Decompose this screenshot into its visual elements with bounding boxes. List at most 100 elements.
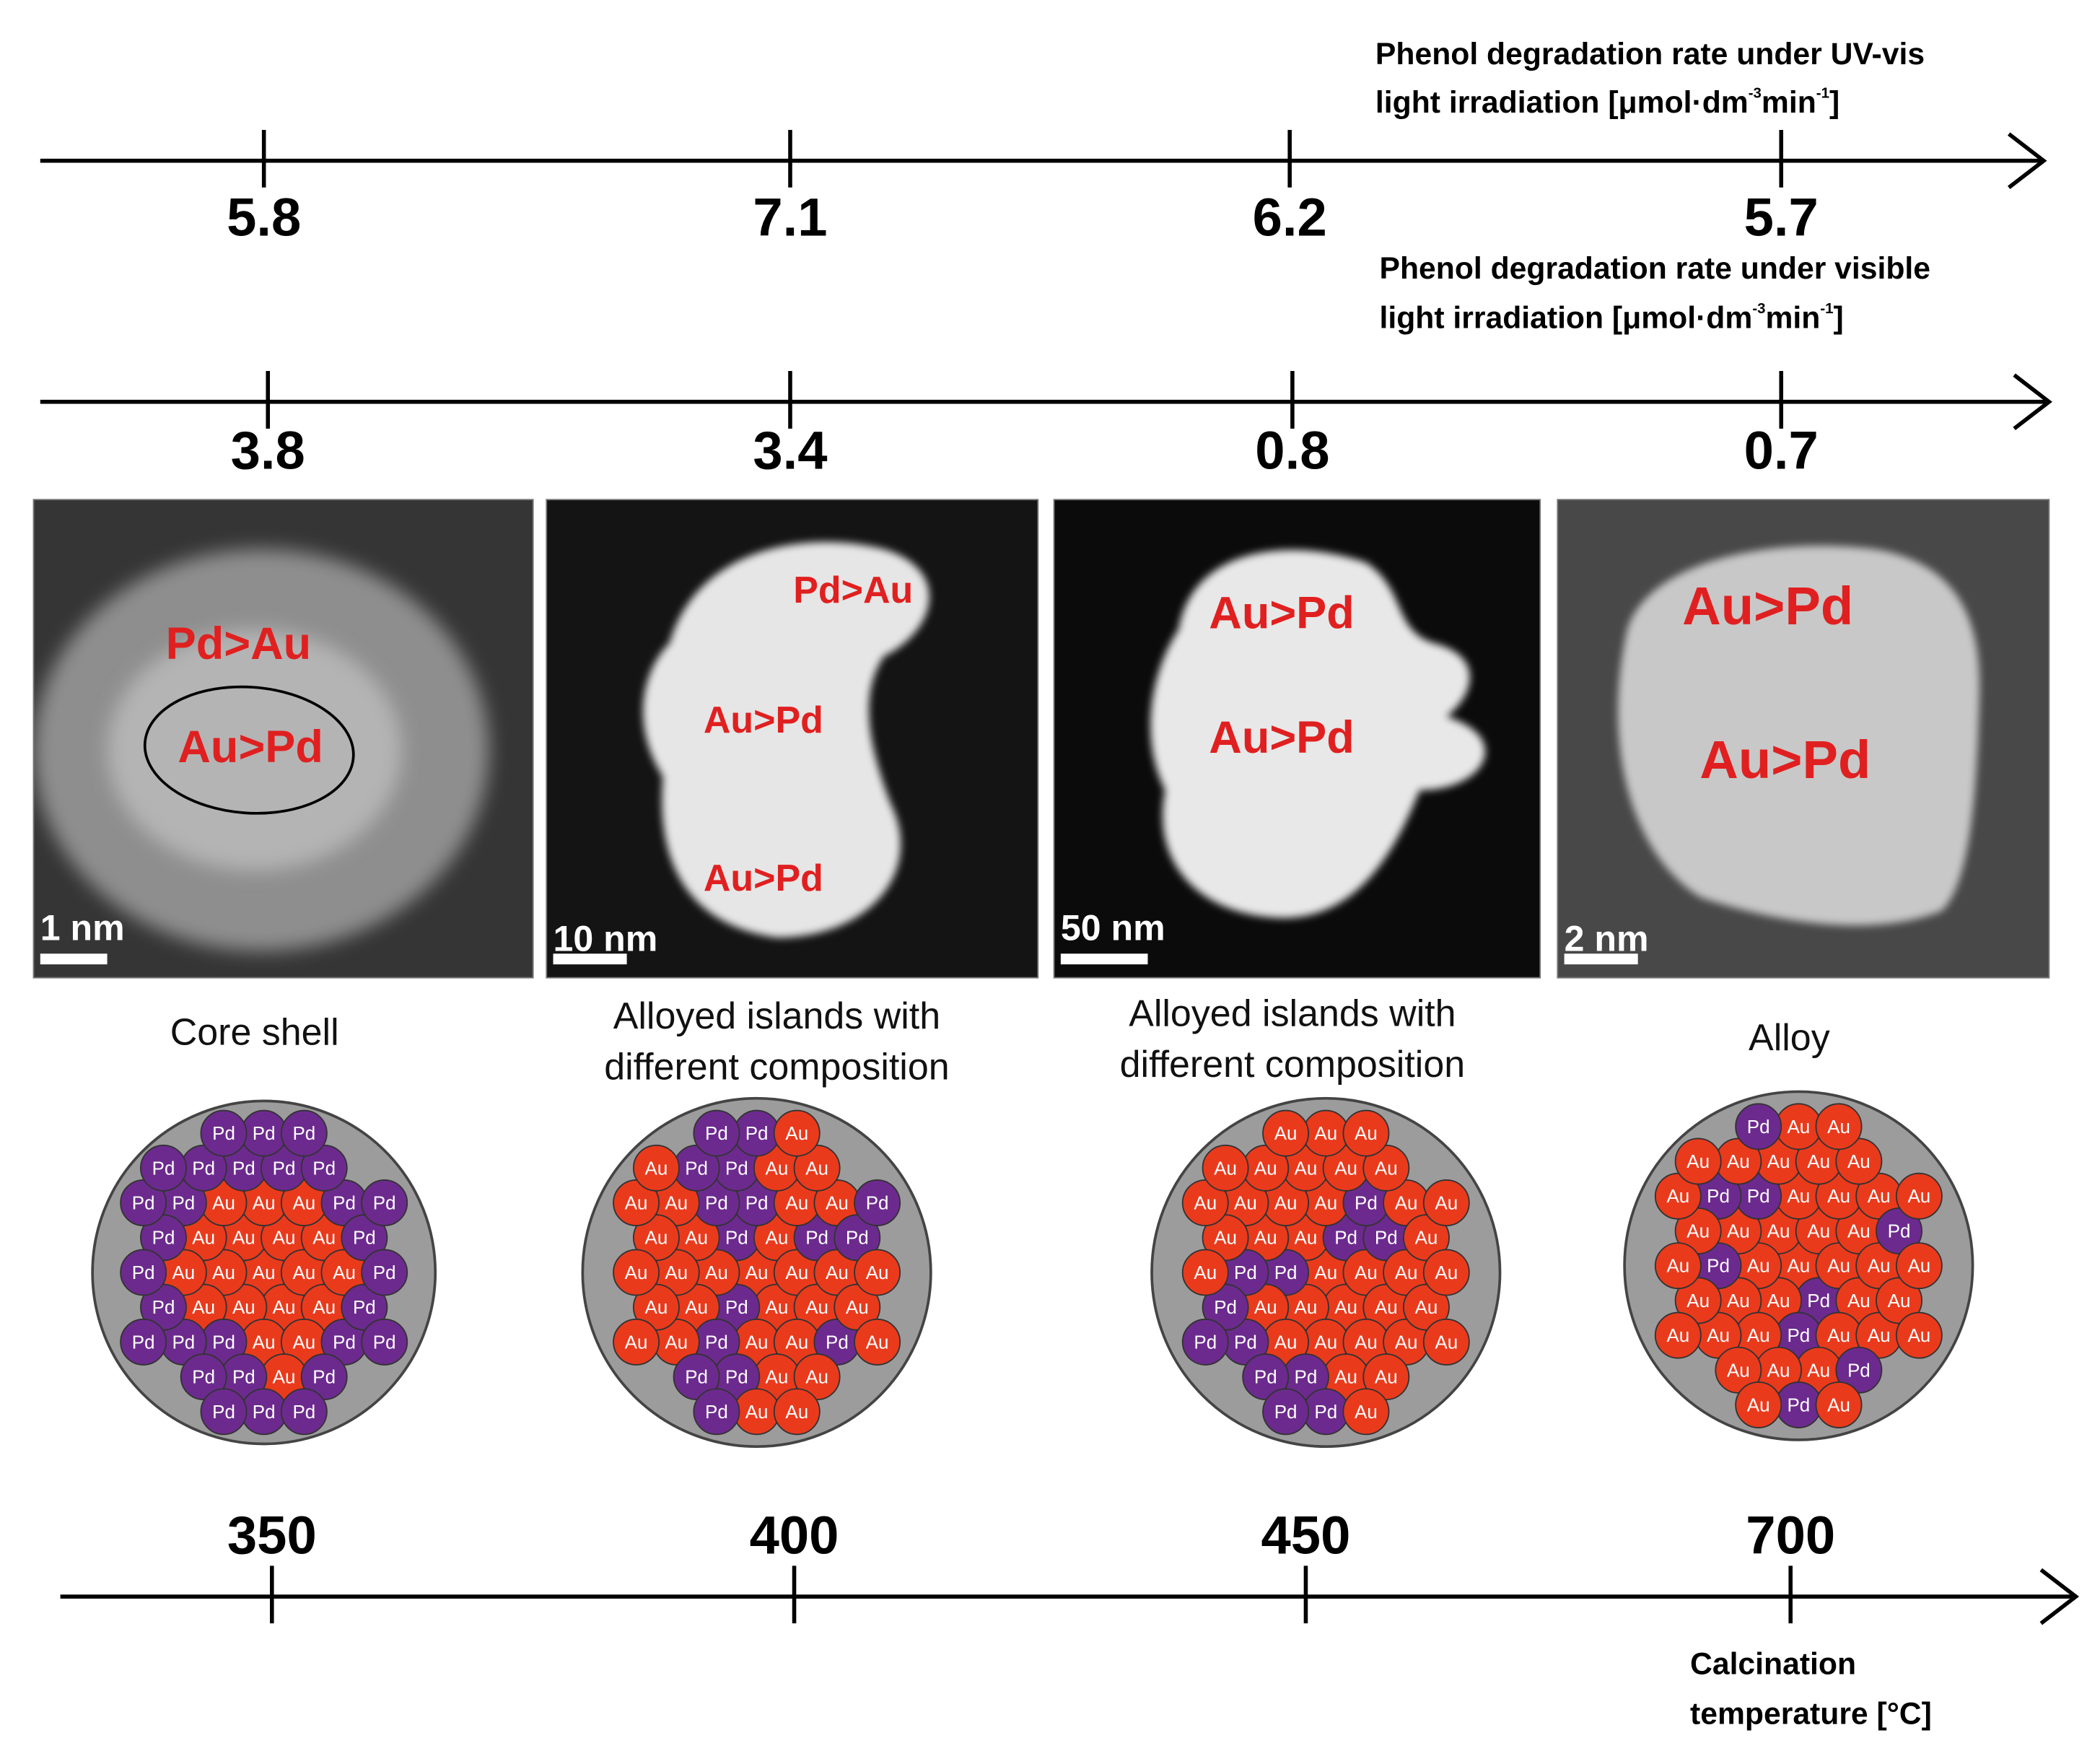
atom-label: Au [645,1296,668,1318]
atom [1895,1172,1943,1220]
atom [1342,1388,1390,1436]
atom-label: Au [745,1401,769,1423]
atom-label: Pd [826,1331,849,1353]
micrograph: Au>Pd Au>Pd 2 nm [1557,499,2050,979]
atom [693,1109,740,1157]
label-part: light irradiation [μmol·dm [1375,85,1749,120]
atom-label: Au [1827,1185,1850,1207]
composition-label: Au>Pd [178,722,323,772]
scale-bar [553,953,627,965]
atom-label: Au [1194,1192,1217,1214]
atom-label: Au [1214,1157,1237,1179]
tick-value: 5.7 [1744,188,1819,248]
atom-label: Pd [132,1192,155,1214]
atom-label: Pd [152,1157,175,1179]
atom-label: Au [1787,1185,1810,1207]
label-part: ] [1829,85,1839,120]
atom-label: Au [1274,1122,1298,1144]
atom-label: Au [1254,1157,1277,1179]
atom-label: Pd [1847,1359,1871,1381]
atom [1895,1242,1943,1290]
atom-label: Au [1254,1296,1277,1318]
atom [1422,1318,1470,1366]
tick-value: 400 [750,1506,839,1566]
atom-label: Pd [132,1262,155,1283]
atom-label: Au [1355,1401,1378,1423]
atom-label: Pd [373,1262,396,1283]
micrograph: Au>Pd Au>Pd 50 nm [1053,499,1541,979]
atom-label: Au [1807,1220,1830,1241]
atom-label: Pd [1375,1227,1398,1249]
atom [1181,1318,1229,1366]
structure-caption: Alloy [1749,1017,1830,1059]
composition-label: Au>Pd [1209,712,1355,763]
micrograph-border [32,499,534,979]
atom-label: Au [253,1331,276,1353]
atom-label: Au [1314,1122,1337,1144]
atom-label: Au [1234,1192,1257,1214]
atom-label: Au [785,1192,808,1214]
atom [613,1249,660,1296]
atom-label: Au [1395,1192,1418,1214]
atom-label: Au [312,1296,336,1318]
atom-label: Au [785,1331,808,1353]
atom-label: Pd [866,1192,889,1214]
atom-label: Au [1415,1296,1438,1318]
superscript: -1 [1820,301,1833,317]
atom-label: Au [333,1262,356,1283]
atom-label: Au [625,1331,648,1353]
atom [773,1388,821,1436]
atom [1422,1179,1470,1226]
particle-image [643,542,929,938]
atom-label: Au [645,1157,668,1179]
atom-label: Au [1395,1331,1418,1353]
atom-label: Au [1686,1150,1710,1172]
micrograph-content [1557,499,2049,978]
tick-value: 3.4 [753,421,827,481]
micrograph-content [546,499,1038,978]
atom-label: Pd [1787,1324,1810,1346]
atom-label: Pd [745,1192,769,1214]
tick-value: 7.1 [753,188,827,248]
atom-label: Pd [333,1331,356,1353]
atom-label: Pd [725,1296,748,1318]
atom-label: Au [1314,1192,1337,1214]
atom-label: Pd [232,1366,255,1388]
atom-label: Au [1274,1192,1298,1214]
scale-bar-label: 10 nm [554,919,658,959]
micrograph-border [1053,499,1541,979]
atom-label: Au [665,1192,688,1214]
atom-label: Au [1395,1262,1418,1283]
atom-label: Au [1314,1331,1337,1353]
micrograph-border [546,499,1039,979]
particle-image [1618,546,1980,926]
atom-label: Au [1827,1255,1850,1277]
atom [632,1144,680,1192]
atom-label: Pd [212,1122,235,1144]
atom [1654,1242,1702,1290]
atom-label: Au [805,1157,828,1179]
atom-label: Au [273,1227,296,1249]
atom-label: Pd [312,1157,336,1179]
atom-label: Pd [1274,1262,1298,1283]
axis-label: light irradiation [μmol·dm-3min-1] [1380,301,1844,336]
atom-label: Pd [1888,1220,1911,1241]
label-part: light irradiation [μmol·dm [1380,301,1753,336]
atom-label: Pd [685,1157,708,1179]
atom-label: Au [1727,1290,1750,1311]
atom-label: Au [1295,1296,1318,1318]
atom-label: Pd [1334,1227,1357,1249]
structure-caption: Alloyed islands with [1129,992,1456,1034]
atom-label: Pd [132,1331,155,1353]
atom-label: Au [1807,1359,1830,1381]
label-part: ] [1834,301,1844,336]
axis-arrow [2013,373,2052,431]
atom-label: Au [292,1192,315,1214]
atom-label: Au [292,1331,315,1353]
structure-caption: different composition [1120,1044,1465,1086]
particle-model: Au Au Au Au Au Au Au Au Au Au Au Au Au Au Au Au Pd Au Au Pd… [91,1099,437,1446]
atom-label: Au [665,1262,688,1283]
atom-label: Au [866,1331,889,1353]
particle-model: Au Au Pd Au Au Au Pd Au Au Au Pd Au Au Au Pd Au Au Au Pd Au… [1150,1096,1502,1449]
atom-label: Au [1707,1324,1730,1346]
